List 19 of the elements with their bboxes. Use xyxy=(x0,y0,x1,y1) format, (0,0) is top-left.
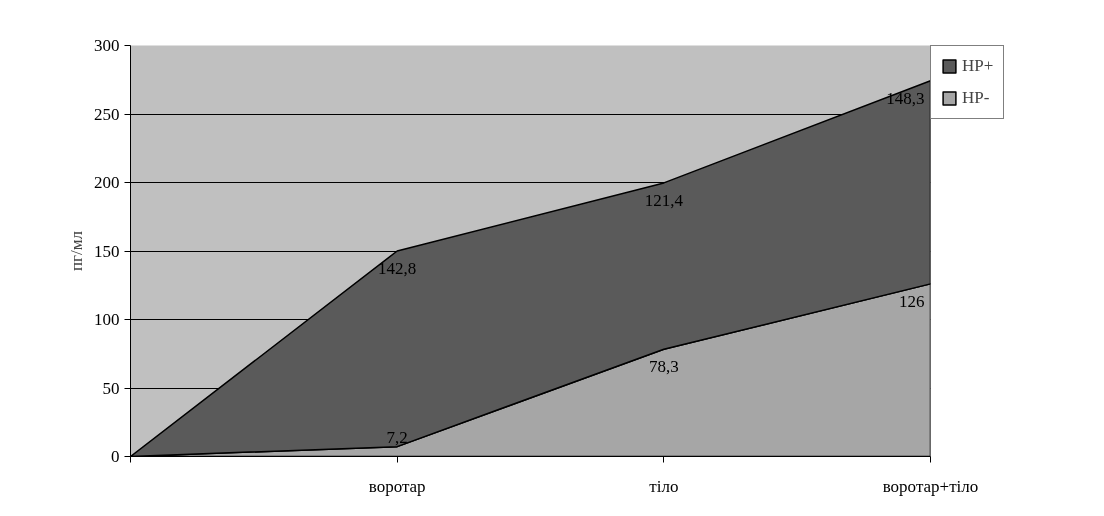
data-label: 78,3 xyxy=(648,357,679,377)
y-tick-label: 150 xyxy=(94,241,120,261)
y-tick-label: 300 xyxy=(94,36,120,55)
x-tick-label: воротар xyxy=(368,476,426,496)
x-tick-label: тіло xyxy=(649,476,679,496)
y-tick-label: 100 xyxy=(94,310,120,329)
y-tick-label: 250 xyxy=(94,104,120,124)
data-label: 121,4 xyxy=(644,190,684,210)
y-axis-title: пг/мл xyxy=(67,230,86,272)
data-label: 142,8 xyxy=(378,259,417,278)
legend-label: HP- xyxy=(962,88,990,108)
y-tick-label: 50 xyxy=(102,378,120,398)
data-label: 126 xyxy=(899,291,925,311)
legend-label: HP+ xyxy=(962,56,994,76)
x-tick-label: воротар+тіло xyxy=(882,476,979,496)
y-tick-label: 0 xyxy=(111,447,120,466)
data-label: 7,2 xyxy=(386,427,408,447)
y-tick-label: 200 xyxy=(94,173,120,192)
data-label: 148,3 xyxy=(886,88,925,108)
